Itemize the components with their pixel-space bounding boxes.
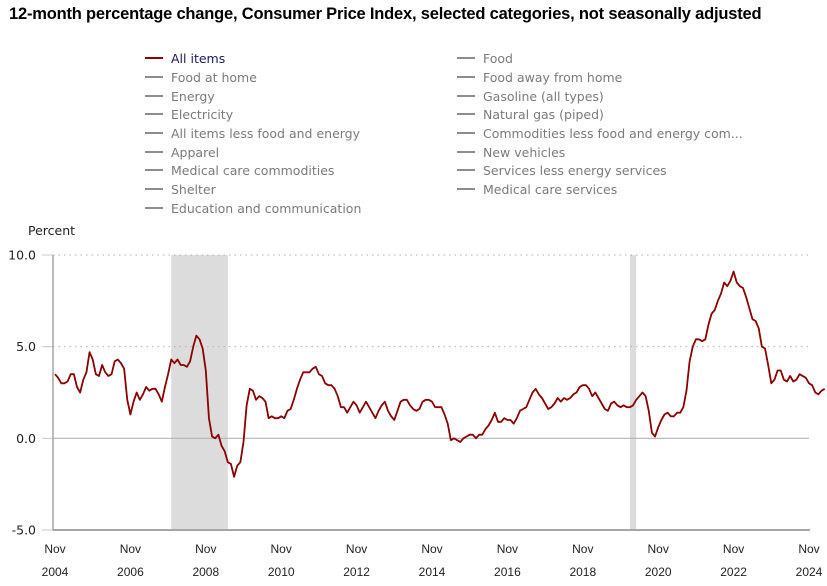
- axes-layer: [52, 255, 810, 531]
- legend-label: Shelter: [171, 181, 216, 197]
- legend-line-icon: [145, 57, 163, 59]
- y-axis-label: Percent: [28, 223, 76, 238]
- legend-line-icon: [145, 151, 163, 153]
- gridlines-layer: [42, 254, 809, 531]
- x-tick-label-year: 2006: [117, 565, 144, 579]
- legend-line-icon: [145, 95, 163, 97]
- legend-item-medical-care-commodities[interactable]: Medical care commodities: [145, 161, 334, 179]
- legend-item-energy[interactable]: Energy: [145, 87, 215, 105]
- legend-item-education-and-communication[interactable]: Education and communication: [145, 199, 361, 217]
- legend-line-icon: [457, 95, 475, 97]
- x-tick-label-month: Nov: [798, 542, 819, 556]
- legend-label: Apparel: [171, 144, 220, 160]
- legend-label: All items: [171, 50, 226, 66]
- legend-line-icon: [145, 169, 163, 171]
- x-tick-label-month: Nov: [271, 542, 292, 556]
- legend-line-icon: [145, 188, 163, 190]
- x-tick-label-month: Nov: [346, 542, 367, 556]
- legend-line-icon: [145, 132, 163, 134]
- legend-label: Education and communication: [171, 200, 362, 216]
- legend-item-new-vehicles[interactable]: New vehicles: [457, 143, 565, 161]
- legend-item-all-items[interactable]: All items: [145, 49, 225, 67]
- legend-label: Commodities less food and energy com...: [483, 125, 743, 141]
- legend-item-food[interactable]: Food: [457, 49, 513, 67]
- legend-label: Gasoline (all types): [483, 88, 604, 104]
- y-tick-label: 10.0: [8, 248, 36, 263]
- x-tick-label-year: 2010: [268, 565, 295, 579]
- legend-label: Food away from home: [483, 69, 623, 85]
- legend-label: New vehicles: [483, 144, 566, 160]
- x-tick-label-year: 2012: [343, 565, 370, 579]
- legend-label: Services less energy services: [483, 162, 667, 178]
- x-tick-label-year: 2004: [42, 565, 69, 579]
- x-tick-label-month: Nov: [195, 542, 216, 556]
- legend-item-all-items-less-food-and-energy[interactable]: All items less food and energy: [145, 124, 360, 142]
- x-tick-label-year: 2022: [720, 565, 747, 579]
- legend-item-shelter[interactable]: Shelter: [145, 180, 216, 198]
- legend-label: Food: [483, 50, 513, 66]
- legend-line-icon: [145, 76, 163, 78]
- x-tick-label-month: Nov: [723, 542, 744, 556]
- y-tick-label: 5.0: [16, 339, 36, 354]
- legend-label: All items less food and energy: [171, 125, 361, 141]
- x-tick-labels: Nov 2004 Nov 2006 Nov 2008 Nov 2010 Nov 2012 Nov 20…: [42, 542, 823, 579]
- x-tick-label-year: 2008: [192, 565, 219, 579]
- legend-item-gasoline[interactable]: Gasoline (all types): [457, 87, 604, 105]
- legend-label: Electricity: [171, 106, 234, 122]
- legend-item-apparel[interactable]: Apparel: [145, 143, 219, 161]
- x-tick-label-month: Nov: [572, 542, 593, 556]
- legend-label: Natural gas (piped): [483, 106, 604, 122]
- x-tick-label-year: 2024: [796, 565, 823, 579]
- legend-line-icon: [145, 113, 163, 115]
- y-tick-label: -5.0: [12, 523, 36, 538]
- chart-title: 12-month percentage change, Consumer Pri…: [9, 5, 762, 23]
- legend-line-icon: [457, 113, 475, 115]
- legend-item-commodities-less-food-and-energy[interactable]: Commodities less food and energy com...: [457, 124, 743, 142]
- chart-plot: 10.0 5.0 0.0 -5.0 Nov 2004 Nov 2006 Nov 2008 Nov 2…: [8, 248, 826, 579]
- x-tick-label-year: 2018: [569, 565, 596, 579]
- legend-item-medical-care-services[interactable]: Medical care services: [457, 180, 617, 198]
- legend-label: Food at home: [171, 69, 257, 85]
- legend-line-icon: [457, 76, 475, 78]
- x-tick-label-month: Nov: [44, 542, 65, 556]
- series-layer: [54, 270, 826, 478]
- recession-shade: [629, 255, 637, 530]
- x-tick-label-year: 2014: [419, 565, 446, 579]
- legend-item-food-at-home[interactable]: Food at home: [145, 68, 257, 86]
- legend-line-icon: [457, 151, 475, 153]
- legend-item-electricity[interactable]: Electricity: [145, 105, 233, 123]
- legend-label: Energy: [171, 88, 215, 104]
- x-tick-label-year: 2016: [494, 565, 521, 579]
- x-tick-label-month: Nov: [120, 542, 141, 556]
- legend-line-icon: [457, 132, 475, 134]
- legend-line-icon: [457, 188, 475, 190]
- legend-item-food-away-from-home[interactable]: Food away from home: [457, 68, 622, 86]
- x-tick-label-month: Nov: [648, 542, 669, 556]
- x-tick-label-month: Nov: [497, 542, 518, 556]
- series-line-all-items: [54, 270, 826, 478]
- recession-shading-layer: [171, 255, 637, 530]
- recession-shade: [171, 255, 228, 530]
- legend-line-icon: [457, 57, 475, 59]
- legend-label: Medical care commodities: [171, 162, 335, 178]
- legend: All items Food at home Energy Electricit…: [0, 49, 827, 224]
- legend-line-icon: [145, 207, 163, 209]
- x-tick-label-month: Nov: [421, 542, 442, 556]
- legend-label: Medical care services: [483, 181, 618, 197]
- x-tick-label-year: 2020: [645, 565, 672, 579]
- legend-item-services-less-energy-services[interactable]: Services less energy services: [457, 161, 667, 179]
- legend-item-natural-gas[interactable]: Natural gas (piped): [457, 105, 604, 123]
- y-tick-label: 0.0: [16, 431, 36, 446]
- legend-line-icon: [457, 169, 475, 171]
- y-tick-labels: 10.0 5.0 0.0 -5.0: [8, 248, 36, 538]
